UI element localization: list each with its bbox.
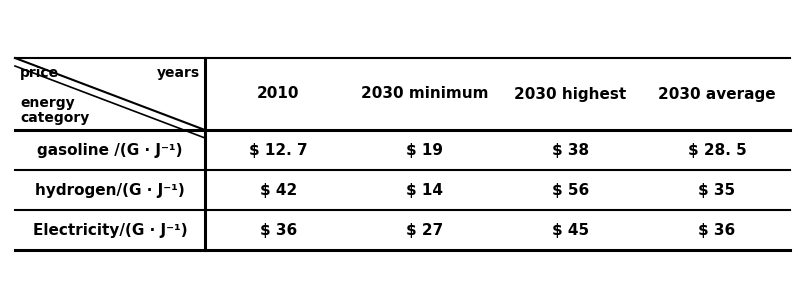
Text: energy: energy (20, 96, 74, 110)
Text: $ 27: $ 27 (406, 223, 443, 238)
Text: $ 35: $ 35 (698, 182, 735, 197)
Text: $ 56: $ 56 (552, 182, 590, 197)
Text: $ 14: $ 14 (406, 182, 443, 197)
Text: $ 28. 5: $ 28. 5 (687, 142, 746, 158)
Text: $ 45: $ 45 (552, 223, 589, 238)
Text: gasoline /(G · J⁻¹): gasoline /(G · J⁻¹) (38, 142, 182, 158)
Text: $ 38: $ 38 (552, 142, 589, 158)
Text: hydrogen/(G · J⁻¹): hydrogen/(G · J⁻¹) (35, 182, 185, 197)
Text: 2030 minimum: 2030 minimum (361, 86, 488, 101)
Text: $ 42: $ 42 (259, 182, 297, 197)
Text: Electricity/(G · J⁻¹): Electricity/(G · J⁻¹) (33, 223, 187, 238)
Text: $ 19: $ 19 (406, 142, 443, 158)
Text: 2030 highest: 2030 highest (514, 86, 626, 101)
Text: $ 36: $ 36 (259, 223, 297, 238)
Text: category: category (20, 111, 90, 125)
Text: 2030 average: 2030 average (658, 86, 776, 101)
Text: years: years (157, 66, 200, 80)
Text: $ 36: $ 36 (698, 223, 735, 238)
Text: $ 12. 7: $ 12. 7 (249, 142, 307, 158)
Text: 2010: 2010 (257, 86, 299, 101)
Text: price: price (20, 66, 59, 80)
